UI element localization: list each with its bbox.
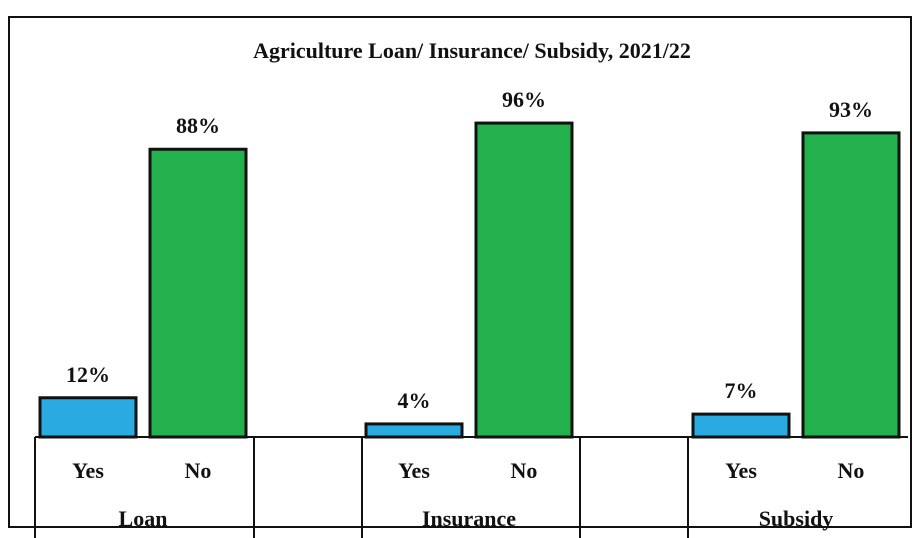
data-label-subsidy-no: 93%	[829, 97, 873, 122]
tick-label-insurance-yes: Yes	[398, 458, 430, 483]
tick-label-subsidy-no: No	[838, 458, 865, 483]
bar-insurance-yes	[364, 422, 464, 439]
bar-subsidy-yes	[691, 412, 791, 439]
tick-label-loan-yes: Yes	[72, 458, 104, 483]
tick-label-loan-no: No	[185, 458, 212, 483]
bar-insurance-no	[474, 121, 574, 439]
bar-subsidy-no	[801, 131, 901, 439]
chart-frame	[8, 16, 912, 528]
bars-layer: 12% 88% 4% 96% 7% 93%	[38, 87, 901, 439]
data-label-loan-no: 88%	[176, 113, 220, 138]
group-label-insurance: Insurance	[422, 506, 516, 531]
tick-label-subsidy-yes: Yes	[725, 458, 757, 483]
bar-loan-no	[148, 147, 248, 439]
data-label-subsidy-yes: 7%	[725, 378, 758, 403]
data-label-insurance-yes: 4%	[398, 388, 431, 413]
data-label-loan-yes: 12%	[66, 362, 110, 387]
data-label-insurance-no: 96%	[502, 87, 546, 112]
tick-label-insurance-no: No	[511, 458, 538, 483]
bar-loan-yes	[38, 396, 138, 439]
group-label-loan: Loan	[119, 506, 168, 531]
group-label-subsidy: Subsidy	[759, 506, 834, 531]
chart-title: Agriculture Loan/ Insurance/ Subsidy, 20…	[253, 38, 691, 63]
